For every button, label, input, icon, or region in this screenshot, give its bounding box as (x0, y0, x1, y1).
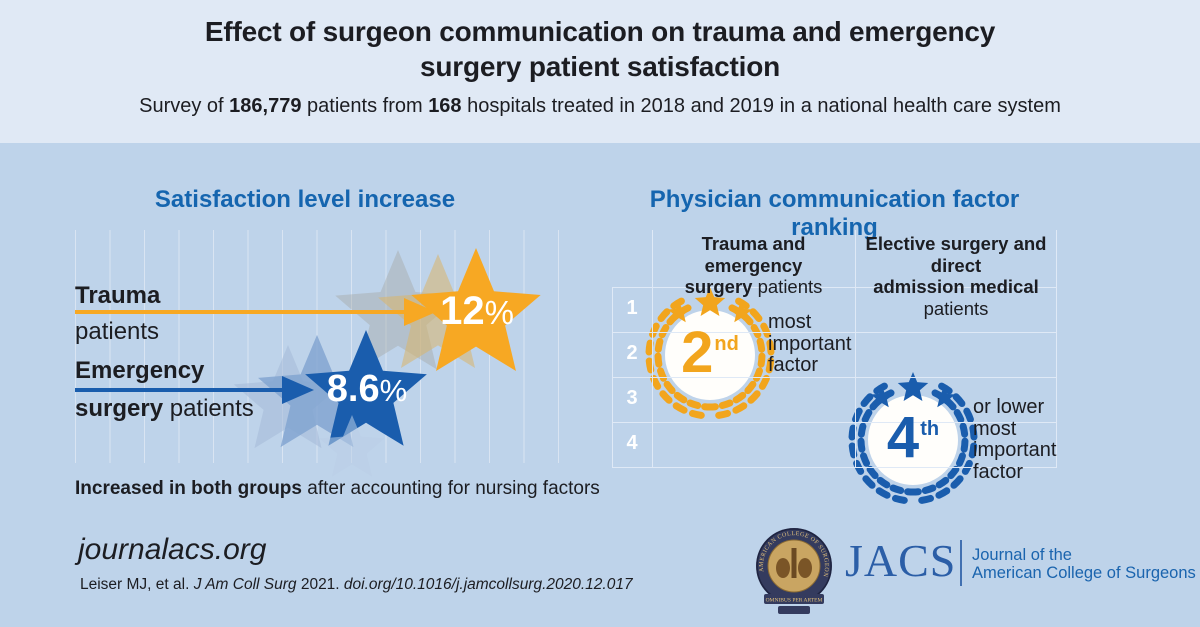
col1-header-rest: patients (752, 276, 823, 297)
page-title: Effect of surgeon communication on traum… (0, 0, 1200, 84)
chart-gridlines (75, 230, 559, 463)
table-col1-header: Trauma and emergency surgery patients (654, 233, 853, 298)
jacs-acronym: JACS (845, 535, 957, 586)
rank-2nd-caption: most important factor (768, 311, 852, 377)
acs-seal-icon: AMERICAN COLLEGE OF SURGEONS OMNIBUS PER… (752, 526, 832, 614)
journal-website: journalacs.org (78, 533, 267, 566)
subtitle-text: Survey of (139, 95, 230, 117)
emergency-label-rest: patients (163, 395, 254, 422)
subtitle-text: hospitals treated in 2018 and 2019 in a … (461, 95, 1061, 117)
emergency-value-percent-sign: % (379, 373, 408, 408)
table-col2-header: Elective surgery and direct admission me… (857, 233, 1055, 319)
emergency-label-bold: Emergency (75, 357, 205, 384)
table-horizontal-line (612, 467, 1057, 468)
table-horizontal-line (612, 377, 1057, 378)
rank-2-number: 2 (681, 320, 714, 385)
subtitle-hospital-count: 168 (428, 95, 462, 117)
emergency-value: 8.6% (306, 368, 428, 420)
col1-header-line2: surgery patients (654, 276, 853, 298)
chart-footnote: Increased in both groups after accountin… (75, 478, 600, 500)
citation-authors: Leiser MJ, et al. (80, 576, 194, 593)
subtitle-patient-count: 186,779 (229, 95, 302, 117)
table-row-label-1: 1 (626, 297, 638, 319)
logo-divider (960, 540, 962, 586)
page-title-line1: Effect of surgeon communication on traum… (204, 16, 996, 47)
citation-year: 2021. (296, 576, 344, 593)
rank-4th-caption: or lower most important factor (973, 396, 1057, 483)
caption-line: most (768, 311, 812, 333)
caption-line: factor (768, 354, 819, 376)
seal-banner-text: OMNIBUS PER ARTEM (766, 598, 823, 604)
col2-header-line2: admission medical patients (857, 276, 1055, 319)
page-title-line2: surgery patient satisfaction (419, 51, 781, 82)
rank-4-ordinal-suffix: th (920, 418, 940, 440)
trauma-value: 12% (416, 289, 538, 343)
emergency-value-number: 8.6 (326, 368, 380, 410)
citation: Leiser MJ, et al. J Am Coll Surg 2021. d… (80, 576, 633, 594)
journal-full-name: Journal of the American College of Surge… (972, 546, 1196, 582)
caption-line: important (768, 332, 852, 355)
trauma-value-percent-sign: % (484, 294, 514, 331)
col1-header-bold: surgery (684, 276, 753, 297)
table-vertical-line (1056, 230, 1057, 467)
trauma-label-bold: Trauma (75, 282, 161, 309)
footnote-rest: after accounting for nursing factors (301, 478, 600, 499)
rank-4-number: 4 (886, 405, 920, 470)
citation-doi: doi.org/10.1016/j.jamcollsurg.2020.12.01… (343, 576, 633, 593)
rank-2-ordinal-suffix: nd (714, 333, 739, 355)
right-panel-title: Physician communication factor ranking (649, 186, 1020, 241)
trauma-label-rest: patients (75, 318, 160, 345)
caption-line: factor (973, 460, 1024, 483)
col2-header-line1: Elective surgery and direct (865, 233, 1047, 276)
table-row-label-2: 2 (626, 342, 638, 364)
trauma-value-number: 12 (440, 289, 485, 333)
page-subtitle: Survey of 186,779 patients from 168 hosp… (0, 95, 1200, 118)
table-row-label-3: 3 (626, 387, 638, 409)
subtitle-text: patients from (301, 95, 429, 117)
left-panel-title: Satisfaction level increase (154, 186, 456, 213)
caption-line: or lower (973, 396, 1045, 418)
table-horizontal-line (612, 332, 1057, 333)
emergency-label-line2: surgery patients (75, 395, 254, 423)
table-vertical-line (855, 230, 856, 467)
citation-journal: J Am Coll Surg (193, 576, 297, 593)
journal-name-line2: American College of Surgeons (972, 563, 1196, 582)
caption-line: important (973, 439, 1057, 461)
table-row-label-4: 4 (626, 432, 638, 454)
emergency-label-bold2: surgery (75, 395, 164, 422)
header-band: Effect of surgeon communication on traum… (0, 0, 1200, 143)
caption-line: most (973, 417, 1017, 440)
table-vertical-line (652, 230, 653, 467)
journal-name-line1: Journal of the (972, 546, 1072, 564)
col1-header-line1: Trauma and emergency (701, 233, 806, 276)
col2-header-bold: admission medical (873, 276, 1039, 297)
table-horizontal-line (612, 287, 1057, 288)
col2-header-rest: patients (923, 297, 989, 319)
table-horizontal-line (612, 422, 1057, 423)
footnote-bold: Increased in both groups (75, 478, 302, 499)
